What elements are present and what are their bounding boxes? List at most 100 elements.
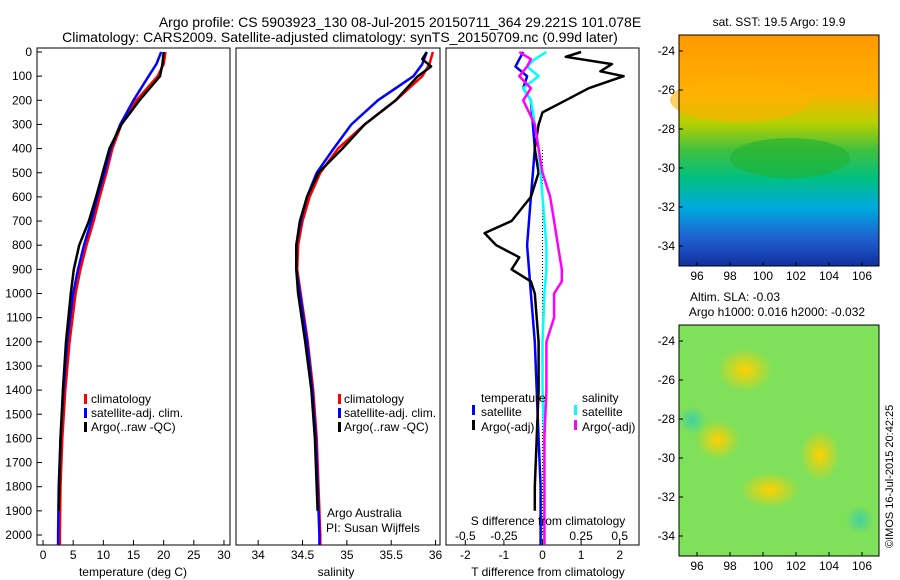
depth-tick-label: 1800 [5,480,32,494]
legend-label-satellite: satellite-adj. clim. [344,406,436,420]
map-x-tick-label: 96 [690,559,704,573]
temperature-series [56,51,167,545]
map-y-tick-label: -28 [658,122,676,136]
x-tick-label: -1 [499,548,510,562]
s-tick-label: 0 [539,529,546,543]
depth-tick-label: 400 [12,142,32,156]
difference-series [483,50,625,545]
depth-tick-label: 1500 [5,407,32,421]
map-y-tick-label: -34 [658,239,676,253]
sst-map-frame [678,34,880,267]
legend-swatch-satellite [338,408,341,418]
map-x-tick-label: 106 [852,269,872,283]
depth-tick-label: 600 [12,190,32,204]
s-tick-label: 0.5 [611,529,628,543]
sla-map-title-1: Altim. SLA: -0.03 [690,290,780,304]
temperature-axis: 0 5 10 15 20 25 30 [40,540,231,562]
depth-axis: 0 100 200 300 400 500 600 700 800 900 1000 1100 1200… [5,45,42,542]
legend-label-climatology: climatology [91,392,151,406]
depth-tick-label: 0 [25,45,32,59]
s-tick-label: -0.25 [490,529,518,543]
sst-green-patch [730,138,850,178]
depth-tick-label: 1000 [5,287,32,301]
map-x-tick-label: 104 [819,269,839,283]
x-tick-label: 5 [70,548,77,562]
depth-tick-label: 1200 [5,335,32,349]
depth-tick-label: 100 [12,69,32,83]
legend-swatch-argo [338,422,341,432]
x-tick-label: 0 [539,548,546,562]
map-y-tick-label: -30 [658,161,676,175]
depth-tick-label: 200 [12,93,32,107]
sla-low-2 [846,506,874,534]
legend-label-argo: Argo(..raw -QC) [344,420,429,434]
legend-label-s-argo: Argo(-adj) [582,420,635,434]
legend-label-argo: Argo(..raw -QC) [91,420,176,434]
sst-map: sat. SST: 19.5 Argo: 19.9 96 98 100 102 104 1… [658,15,880,283]
series-line-0 [58,51,167,545]
title-line-1: Argo profile: CS 5903923_130 08-Jul-2015… [159,14,641,30]
legend-heading-salinity: salinity [582,391,619,405]
legend-swatch-s-argo [574,420,577,430]
x-tick-label: 34 [251,548,265,562]
legend-label-climatology: climatology [344,392,404,406]
depth-tick-label: 1700 [5,456,32,470]
depth-tick-label: 1400 [5,383,32,397]
depth-tick-label: 300 [12,117,32,131]
map-x-tick-label: 102 [786,559,806,573]
legend-swatch-s-satellite [574,405,577,415]
legend-swatch-argo [84,422,87,432]
legend-label-t-satellite: satellite [481,405,522,419]
annotation-pi: PI: Susan Wijffels [326,521,420,535]
sla-high-2 [696,420,740,460]
sla-map-axes: 96 98 100 102 104 106 -24 -26 -28 -30 -32 -34 [658,334,873,573]
map-y-tick-label: -32 [658,200,676,214]
depth-tick-label: 1300 [5,359,32,373]
x-tick-label: 20 [157,548,171,562]
depth-tick-label: 800 [12,238,32,252]
depth-tick-label: 2000 [5,528,32,542]
sla-map-title-2: Argo h1000: 0.016 h2000: -0.032 [689,305,865,319]
temperature-axis-label: temperature (deg C) [79,565,187,579]
map-y-tick-label: -32 [658,490,676,504]
sla-map-frame [678,324,880,557]
series-line-2 [57,51,165,511]
x-tick-label: 25 [187,548,201,562]
map-x-tick-label: 100 [753,269,773,283]
depth-tick-label: 1600 [5,431,32,445]
x-tick-label: 34.5 [291,548,315,562]
depth-tick-label: 500 [12,166,32,180]
series-line-3 [518,50,564,545]
temperature-panel: 0100200300400500600700800900100011001200… [5,45,231,579]
map-x-tick-label: 102 [786,269,806,283]
salinity-plot-frame [235,47,441,546]
title-line-2: Climatology: CARS2009. Satellite-adjuste… [62,29,618,45]
sst-map-title: sat. SST: 19.5 Argo: 19.9 [713,15,846,29]
map-y-tick-label: -24 [658,44,676,58]
s-diff-axis-label: S difference from climatology [471,514,626,528]
salinity-axis-label: salinity [318,565,355,579]
depth-tick-label: 1100 [6,311,32,325]
map-y-tick-label: -26 [658,373,676,387]
x-tick-label: -2 [460,548,471,562]
salinity-axis: 34 34.5 35 35.5 36 [251,540,443,562]
x-tick-label: 1 [578,548,585,562]
series-line-1 [56,51,163,545]
legend-label-s-satellite: satellite [582,405,623,419]
s-tick-label: 0.25 [569,529,593,543]
sla-high-1 [717,348,773,392]
x-tick-label: 0 [40,548,47,562]
x-tick-label: 2 [616,548,623,562]
t-diff-axis-label: T difference from climatology [471,565,625,579]
legend-swatch-climatology [338,394,341,404]
x-tick-label: 30 [217,548,231,562]
depth-tick-label: 1900 [5,504,32,518]
legend-swatch-satellite [84,408,87,418]
temperature-legend: climatology satellite-adj. clim. Argo(..… [84,392,183,434]
map-y-tick-label: -26 [658,83,676,97]
legend-label-t-argo: Argo(-adj) [481,420,534,434]
x-tick-label: 15 [127,548,141,562]
map-x-tick-label: 98 [723,269,737,283]
sst-warm-tongue [670,78,810,122]
